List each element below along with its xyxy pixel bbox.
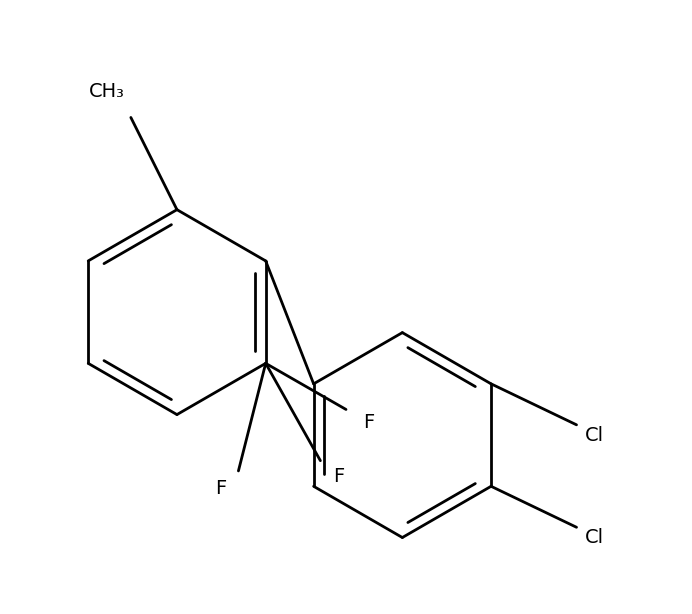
Text: F: F: [363, 413, 374, 432]
Text: Cl: Cl: [585, 426, 604, 445]
Text: F: F: [215, 479, 226, 498]
Text: F: F: [333, 467, 344, 486]
Text: Cl: Cl: [585, 528, 604, 547]
Text: CH₃: CH₃: [89, 82, 125, 101]
